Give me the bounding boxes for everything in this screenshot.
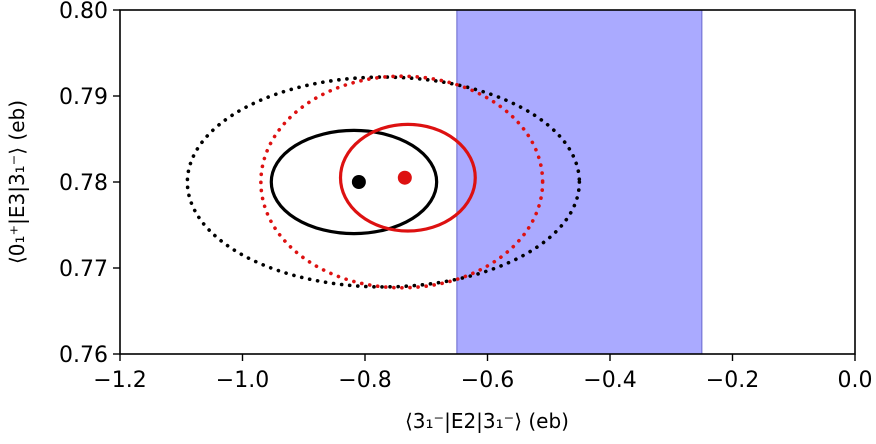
data-point-1 (397, 170, 412, 185)
ellipse-dotted-3 (259, 74, 545, 290)
x-tick-label: −0.8 (338, 368, 391, 393)
y-tick-label: 0.78 (59, 171, 108, 196)
y-axis-label: ⟨0₁⁺|E3|3₁⁻⟩ (eb) (5, 100, 29, 264)
y-tick-label: 0.77 (59, 257, 108, 282)
y-tick-label: 0.76 (59, 343, 108, 368)
x-axis-label: ⟨3₁⁻|E2|3₁⁻⟩ (eb) (405, 409, 569, 433)
y-tick-label: 0.80 (59, 0, 108, 24)
x-tick-label: −1.0 (216, 368, 269, 393)
x-tick-label: −0.4 (583, 368, 636, 393)
y-tick-label: 0.79 (59, 85, 108, 110)
x-tick-label: −1.2 (93, 368, 146, 393)
data-point-0 (351, 175, 366, 189)
ellipse-solid-0 (269, 128, 439, 236)
x-tick-label: −0.6 (461, 368, 514, 393)
x-tick-label: −0.2 (706, 368, 759, 393)
ellipse-solid-2 (338, 122, 477, 233)
x-tick-label: 0.0 (838, 368, 873, 393)
ellipse-dotted-1 (185, 75, 582, 289)
